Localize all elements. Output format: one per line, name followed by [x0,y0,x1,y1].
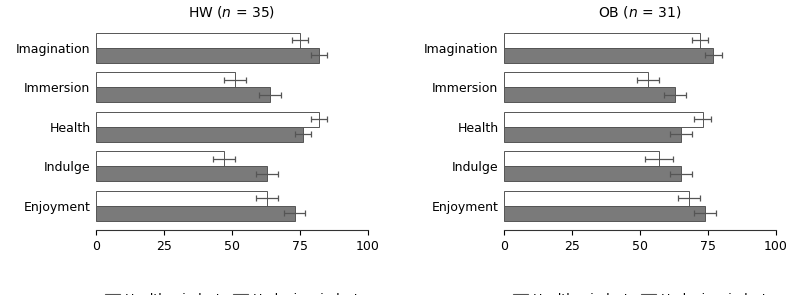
Title: OB ($\it{n}$ = 31): OB ($\it{n}$ = 31) [598,4,682,20]
Bar [504,127,681,142]
Bar [96,127,302,142]
Bar [504,191,689,206]
Bar [504,87,675,102]
Bar [96,73,234,87]
Bar [96,191,267,206]
Bar [504,206,706,221]
Bar [96,33,300,48]
Bar [504,33,700,48]
Bar [504,48,714,63]
Bar [504,151,659,166]
Legend: Health mindset, Hedonic mindset: Health mindset, Hedonic mindset [100,288,364,295]
Bar [96,48,319,63]
Title: HW ($\it{n}$ = 35): HW ($\it{n}$ = 35) [189,4,275,20]
Bar [504,166,681,181]
Bar [96,166,267,181]
Bar [96,206,294,221]
Bar [96,87,270,102]
Bar [96,151,224,166]
Bar [504,112,702,127]
Bar [96,112,319,127]
Bar [504,73,648,87]
Legend: Health mindset, Hedonic mindset: Health mindset, Hedonic mindset [508,288,772,295]
